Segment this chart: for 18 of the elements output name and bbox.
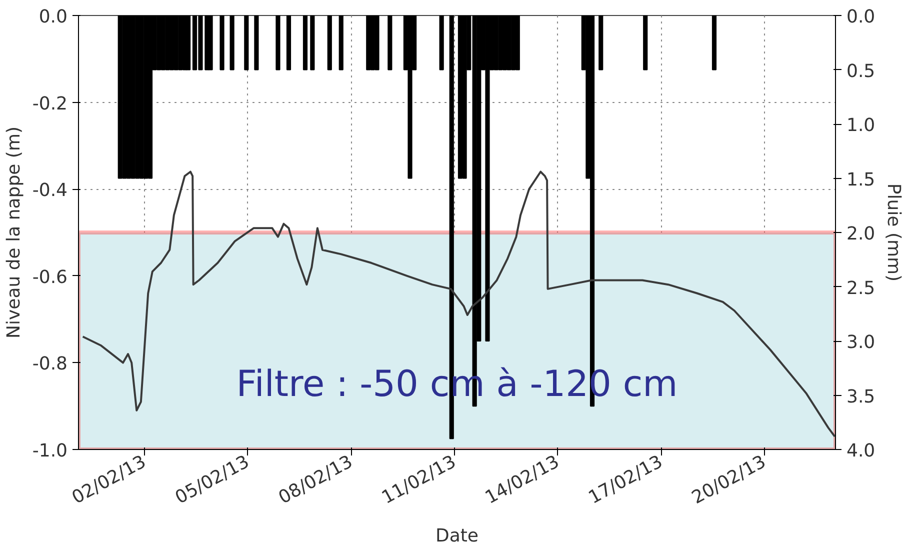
y2-tick-label: 1.5 xyxy=(846,169,876,190)
y-tick-label: 0.0 xyxy=(38,6,68,28)
x-axis-title: Date xyxy=(435,526,479,547)
y2-axis-title: Pluie (mm) xyxy=(883,183,904,282)
y-axis-title: Niveau de la nappe (m) xyxy=(3,126,24,338)
y-tick-label: -0.2 xyxy=(32,93,68,114)
y2-tick-label: 3.0 xyxy=(846,332,876,353)
y-tick-label: -1.0 xyxy=(32,440,68,462)
y2-tick-label: 2.0 xyxy=(846,224,876,244)
y2-tick-label: 0.5 xyxy=(846,60,876,82)
y-tick-label: -0.6 xyxy=(32,266,68,288)
y-tick-label: -0.4 xyxy=(32,180,68,202)
y2-tick-label: 1.0 xyxy=(846,115,876,136)
y2-tick-label: 4.0 xyxy=(846,440,876,462)
y2-tick-label: 2.5 xyxy=(846,278,876,299)
y2-tick-label: 3.5 xyxy=(846,386,876,408)
y-tick-label: -0.8 xyxy=(32,354,68,375)
y2-tick-label: 0.0 xyxy=(846,6,876,28)
